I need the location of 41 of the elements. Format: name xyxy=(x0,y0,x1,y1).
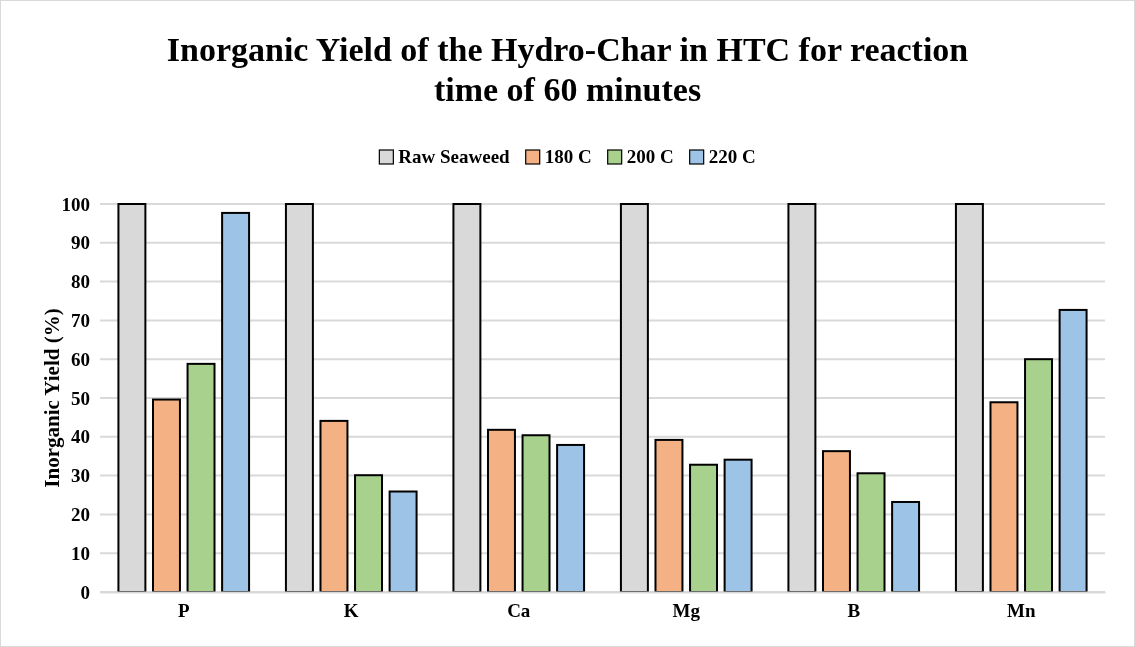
bar xyxy=(388,490,418,593)
y-tick-label: 20 xyxy=(71,503,90,525)
y-axis-title: Inorganic Yield (%) xyxy=(40,308,64,488)
x-tick-label: Mg xyxy=(672,600,701,622)
y-tick-label: 70 xyxy=(71,309,90,331)
bar xyxy=(989,401,1019,593)
bar xyxy=(723,458,753,593)
legend-label: 200 C xyxy=(626,146,674,167)
bar xyxy=(891,500,921,593)
y-tick-label: 10 xyxy=(71,542,90,564)
legend-label: 180 C xyxy=(544,146,592,167)
chart-title: Inorganic Yield of the Hydro-Char in HTC for reaction time of 60 minutes xyxy=(166,31,969,108)
bar xyxy=(821,450,851,593)
x-tick-label: B xyxy=(847,600,861,622)
y-tick-label: 80 xyxy=(71,271,90,293)
y-tick-label: 0 xyxy=(80,581,90,603)
x-tick-label: K xyxy=(343,600,359,622)
bar xyxy=(186,362,216,593)
bar xyxy=(221,211,251,593)
bar xyxy=(689,463,719,593)
bar xyxy=(856,472,886,593)
y-tick-label: 30 xyxy=(71,465,90,487)
y-tick-label: 40 xyxy=(71,426,90,448)
bar xyxy=(319,419,349,593)
y-tick-label: 100 xyxy=(61,193,90,215)
bar xyxy=(486,428,516,593)
y-tick-label: 50 xyxy=(71,387,90,409)
x-tick-label: P xyxy=(177,600,190,622)
bar xyxy=(354,474,384,593)
y-tick-label: 90 xyxy=(71,232,90,254)
bar xyxy=(654,438,684,593)
legend-label: Raw Seaweed xyxy=(398,146,511,167)
x-tick-label: Ca xyxy=(507,600,531,622)
legend-label: 220 C xyxy=(708,146,756,167)
y-tick-label: 60 xyxy=(71,348,90,370)
bar xyxy=(1024,358,1054,593)
bar xyxy=(521,434,551,593)
bar xyxy=(1058,308,1088,593)
bar xyxy=(556,443,586,593)
bar xyxy=(151,398,181,593)
x-tick-label: Mn xyxy=(1007,600,1036,622)
